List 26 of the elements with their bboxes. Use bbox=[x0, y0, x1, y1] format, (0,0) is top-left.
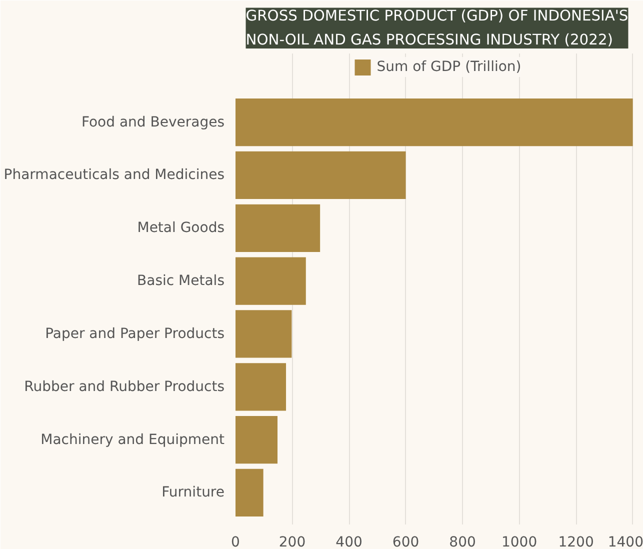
y-tick-label: Metal Goods bbox=[137, 220, 225, 236]
y-tick-label: Furniture bbox=[162, 484, 225, 501]
y-tick-label: Basic Metals bbox=[137, 273, 225, 290]
bar bbox=[236, 468, 264, 517]
y-tick-label: Pharmaceuticals and Medicines bbox=[4, 167, 224, 184]
bar bbox=[236, 151, 406, 200]
bar bbox=[236, 363, 286, 411]
y-tick-label: Food and Beverages bbox=[81, 114, 225, 130]
bar bbox=[236, 204, 320, 252]
x-tick-label: 600 bbox=[392, 534, 420, 549]
y-tick-label: Rubber and Rubber Products bbox=[24, 378, 225, 395]
x-tick-label: 200 bbox=[278, 534, 306, 549]
x-tick-label: 400 bbox=[336, 534, 362, 549]
legend-label: Sum of GDP (Trillion) bbox=[376, 59, 522, 75]
x-tick-label: 800 bbox=[449, 534, 476, 549]
y-tick-label: Machinery and Equipment bbox=[40, 432, 226, 448]
x-tick-label: 1000 bbox=[501, 534, 538, 549]
y-tick-label: Paper and Paper Products bbox=[45, 326, 224, 342]
x-tick-label: 1200 bbox=[558, 534, 594, 549]
bar bbox=[236, 98, 633, 146]
chart-title: GROSS DOMESTIC PRODUCT (GDP) OF INDONESIA'S NON-OIL AND GAS PROCESSING INDUSTRY (2022) bbox=[246, 8, 628, 48]
bar bbox=[236, 257, 306, 305]
x-tick-label: 0 bbox=[231, 534, 240, 549]
x-tick-label: 1400 bbox=[608, 534, 643, 549]
bar bbox=[236, 310, 292, 358]
bar bbox=[236, 416, 278, 464]
